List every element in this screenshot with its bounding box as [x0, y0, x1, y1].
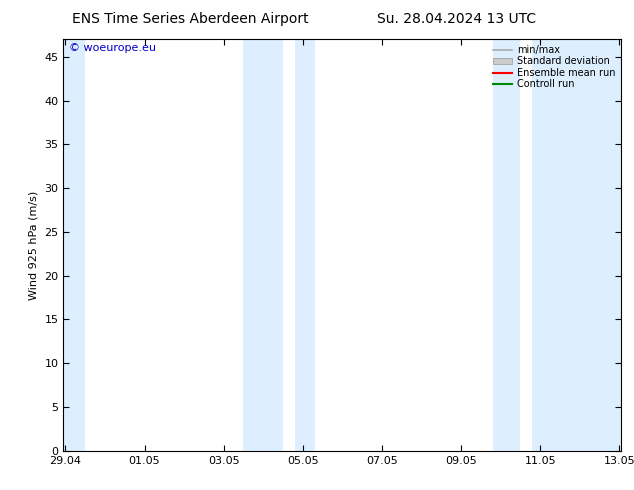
Y-axis label: Wind 925 hPa (m/s): Wind 925 hPa (m/s): [29, 191, 39, 299]
Legend: min/max, Standard deviation, Ensemble mean run, Controll run: min/max, Standard deviation, Ensemble me…: [489, 42, 618, 92]
Bar: [243, 39, 283, 451]
Bar: [295, 39, 314, 451]
Bar: [533, 39, 623, 451]
Bar: [493, 39, 521, 451]
Text: © woeurope.eu: © woeurope.eu: [69, 43, 156, 53]
Bar: [63, 39, 85, 451]
Text: ENS Time Series Aberdeen Airport: ENS Time Series Aberdeen Airport: [72, 12, 309, 26]
Text: Su. 28.04.2024 13 UTC: Su. 28.04.2024 13 UTC: [377, 12, 536, 26]
